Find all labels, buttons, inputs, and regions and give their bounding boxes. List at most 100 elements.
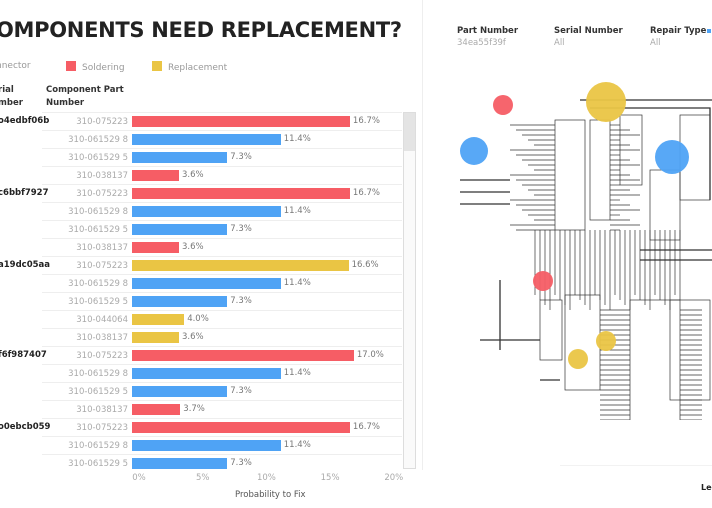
- table-row[interactable]: 310-075223 16.7%: [42, 418, 402, 437]
- bar-value-label: 7.3%: [230, 296, 252, 306]
- component-part-number: 310-061529 8: [68, 369, 128, 379]
- table-row[interactable]: 310-061529 8 11.4%: [42, 364, 402, 383]
- bar-soldering[interactable]: [132, 350, 354, 361]
- serial-number: a19dc05aa: [0, 260, 50, 270]
- bar-value-label: 4.0%: [187, 314, 209, 324]
- bar-value-label: 16.6%: [351, 260, 379, 270]
- table-row[interactable]: 310-075223 16.7%: [42, 112, 402, 131]
- marker-replacement[interactable]: [568, 349, 588, 369]
- bar-replacement[interactable]: [132, 314, 185, 325]
- header-serial[interactable]: rial mber: [0, 85, 23, 108]
- filter-repair-type[interactable]: Repair Type All: [650, 26, 707, 48]
- scrollbar[interactable]: [403, 112, 416, 469]
- x-axis-label: Probability to Fix: [235, 490, 306, 500]
- bar-value-label: 11.4%: [283, 440, 311, 450]
- component-part-number: 310-038137: [76, 171, 128, 181]
- component-part-number: 310-061529 8: [68, 207, 128, 217]
- bar-connector[interactable]: [132, 386, 228, 397]
- bar-value-label: 11.4%: [283, 368, 311, 378]
- bar-connector[interactable]: [132, 134, 281, 145]
- bar-connector[interactable]: [132, 278, 281, 289]
- bar-soldering[interactable]: [132, 170, 179, 181]
- marker-connector[interactable]: [655, 140, 689, 174]
- table-row[interactable]: 310-061529 5 7.3%: [42, 292, 402, 311]
- component-part-number: 310-038137: [76, 333, 128, 343]
- bar-soldering[interactable]: [132, 188, 350, 199]
- component-part-number: 310-038137: [76, 405, 128, 415]
- bar-replacement[interactable]: [132, 332, 179, 343]
- component-part-number: 310-061529 5: [68, 459, 128, 469]
- legend-replacement-label: Replacement: [168, 63, 228, 73]
- bar-value-label: 16.7%: [352, 422, 380, 432]
- serial-number: o4edbf06b: [0, 116, 50, 126]
- table-row[interactable]: 310-038137 3.7%: [42, 400, 402, 419]
- bar-soldering[interactable]: [132, 404, 181, 415]
- legend-connector[interactable]: nnector: [0, 61, 31, 71]
- table-row[interactable]: 310-061529 5 7.3%: [42, 220, 402, 239]
- component-part-number: 310-075223: [76, 117, 128, 127]
- page-title: OMPONENTS NEED REPLACEMENT?: [0, 18, 402, 42]
- marker-soldering[interactable]: [533, 271, 553, 291]
- bar-connector[interactable]: [132, 206, 281, 217]
- table-row[interactable]: 310-061529 5 7.3%: [42, 382, 402, 401]
- bar-value-label: 11.4%: [283, 206, 311, 216]
- bar-value-label: 3.6%: [181, 242, 204, 252]
- table-row[interactable]: 310-061529 5 7.3%: [42, 148, 402, 167]
- table-row[interactable]: 310-038137 3.6%: [42, 238, 402, 257]
- bar-replacement[interactable]: [132, 260, 349, 271]
- x-tick-label: 0%: [132, 473, 146, 483]
- table-row[interactable]: 310-061529 8 11.4%: [42, 436, 402, 455]
- bar-connector[interactable]: [132, 458, 228, 469]
- table-row[interactable]: 310-061529 8 11.4%: [42, 130, 402, 149]
- bar-value-label: 7.3%: [230, 458, 252, 468]
- legend-replacement[interactable]: Replacement: [152, 61, 227, 73]
- marker-replacement[interactable]: [596, 331, 616, 351]
- bar-value-label: 3.7%: [183, 404, 205, 414]
- bar-connector[interactable]: [132, 224, 228, 235]
- bar-connector[interactable]: [132, 368, 281, 379]
- scrollbar-thumb[interactable]: [404, 113, 415, 151]
- table-row[interactable]: 310-075223 17.0%: [42, 346, 402, 365]
- table-row[interactable]: 310-061529 8 11.4%: [42, 202, 402, 221]
- bar-connector[interactable]: [132, 296, 228, 307]
- bar-value-label: 11.4%: [283, 278, 311, 288]
- bar-soldering[interactable]: [132, 116, 350, 127]
- marker-replacement[interactable]: [586, 82, 626, 122]
- bar-value-label: 7.3%: [230, 152, 252, 162]
- component-part-number: 310-044064: [76, 315, 128, 325]
- component-part-number: 310-061529 5: [68, 153, 128, 163]
- marker-soldering[interactable]: [493, 95, 513, 115]
- filter-indicator-icon: [707, 29, 711, 33]
- divider: [560, 465, 712, 466]
- table-row[interactable]: 310-061529 8 11.4%: [42, 274, 402, 293]
- component-part-number: 310-038137: [76, 243, 128, 253]
- bar-connector[interactable]: [132, 440, 281, 451]
- bar-connector[interactable]: [132, 152, 228, 163]
- component-part-number: 310-075223: [76, 189, 128, 199]
- table-row[interactable]: 310-061529 5 7.3%: [42, 454, 402, 473]
- table-row[interactable]: 310-038137 3.6%: [42, 166, 402, 185]
- legend-soldering-label: Soldering: [82, 63, 125, 73]
- swatch: [152, 61, 162, 71]
- legend-connector-label: nnector: [0, 61, 31, 71]
- component-part-number: 310-061529 5: [68, 225, 128, 235]
- table-row[interactable]: 310-075223 16.7%: [42, 184, 402, 203]
- header-component[interactable]: Component Part Number: [46, 85, 124, 108]
- component-part-number: 310-061529 8: [68, 279, 128, 289]
- component-part-number: 310-061529 5: [68, 387, 128, 397]
- table-row[interactable]: 310-044064 4.0%: [42, 310, 402, 329]
- x-tick-label: 10%: [256, 473, 276, 483]
- bar-soldering[interactable]: [132, 422, 350, 433]
- filter-part-number[interactable]: Part Number 34ea55f39f: [457, 26, 519, 48]
- circuit-schematic: [460, 82, 712, 420]
- component-part-number: 310-061529 8: [68, 135, 128, 145]
- legend-link[interactable]: Leg: [701, 483, 712, 492]
- filter-serial-number[interactable]: Serial Number All: [554, 26, 623, 48]
- legend-soldering[interactable]: Soldering: [66, 61, 125, 73]
- marker-connector[interactable]: [460, 137, 488, 165]
- bar-value-label: 7.3%: [230, 224, 252, 234]
- bar-value-label: 16.7%: [352, 188, 380, 198]
- table-row[interactable]: 310-075223 16.6%: [42, 256, 402, 275]
- table-row[interactable]: 310-038137 3.6%: [42, 328, 402, 347]
- bar-soldering[interactable]: [132, 242, 179, 253]
